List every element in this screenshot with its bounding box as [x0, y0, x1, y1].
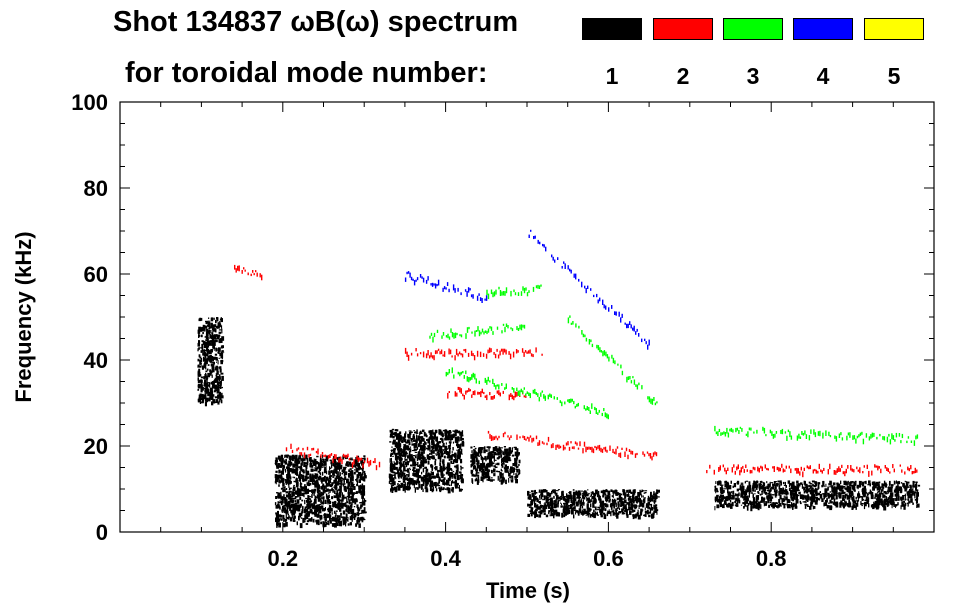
x-tick-label: 0.4 — [430, 546, 461, 571]
y-tick-label: 60 — [84, 262, 108, 287]
mode-4-frequency-track — [404, 271, 488, 303]
legend-swatch-mode-4 — [793, 18, 853, 40]
chart-title-line1: Shot 134837 ωB(ω) spectrum — [113, 6, 519, 38]
legend-swatch-mode-3 — [723, 18, 783, 40]
y-tick-label: 100 — [71, 90, 108, 115]
y-tick-label: 80 — [84, 176, 108, 201]
series-mode-1 — [197, 317, 921, 529]
mode-1-activity-region — [714, 480, 921, 512]
series-mode-4 — [404, 229, 650, 350]
mode-2-frequency-track — [447, 386, 527, 401]
x-tick-label: 0.2 — [268, 546, 299, 571]
legend-swatch-mode-5 — [864, 18, 924, 40]
y-tick-label: 0 — [96, 520, 108, 545]
legend-label-mode-4: 4 — [816, 63, 830, 89]
legend-swatch-mode-1 — [582, 18, 642, 40]
y-axis-label: Frequency (kHz) — [11, 231, 36, 402]
axis-tick-labels: 0.2 0.4 0.6 0.8 0 20 40 60 80 100 — [71, 90, 786, 571]
x-tick-label: 0.6 — [593, 546, 624, 571]
legend-label-mode-5: 5 — [887, 63, 901, 89]
y-tick-label: 20 — [84, 434, 108, 459]
mode-3-frequency-track — [445, 367, 609, 420]
axis-ticks — [120, 101, 935, 533]
mode-3-frequency-track — [429, 323, 526, 343]
legend-label-mode-3: 3 — [746, 63, 760, 89]
mode-1-activity-region — [470, 446, 521, 485]
mode-1-activity-region — [197, 317, 225, 407]
mode-2-frequency-track — [234, 264, 263, 281]
mode-3-frequency-track — [567, 315, 658, 406]
plot-frame — [119, 101, 935, 533]
x-tick-label: 0.8 — [756, 546, 787, 571]
x-axis-label: Time (s) — [486, 578, 570, 603]
legend-swatch-mode-2 — [653, 18, 713, 40]
mode-1-activity-region — [274, 454, 367, 529]
mode-2-frequency-track — [487, 430, 658, 461]
mode-3-frequency-track — [714, 425, 919, 446]
series-mode-2 — [234, 264, 918, 478]
legend-label-mode-1: 1 — [605, 63, 619, 89]
y-tick-label: 40 — [84, 348, 108, 373]
mode-1-activity-region — [527, 489, 660, 520]
series-mode-3 — [429, 284, 919, 446]
legend-label-mode-2: 2 — [676, 63, 690, 89]
mode-1-activity-region — [388, 428, 465, 494]
mode-2-frequency-track — [285, 443, 381, 471]
mode-2-frequency-track — [706, 463, 918, 478]
chart-title-line2: for toroidal mode number: — [125, 57, 488, 89]
mode-2-frequency-track — [404, 347, 543, 361]
spectrogram-data — [197, 229, 921, 529]
mode-3-frequency-track — [486, 284, 542, 300]
mode-4-frequency-track — [528, 229, 650, 350]
